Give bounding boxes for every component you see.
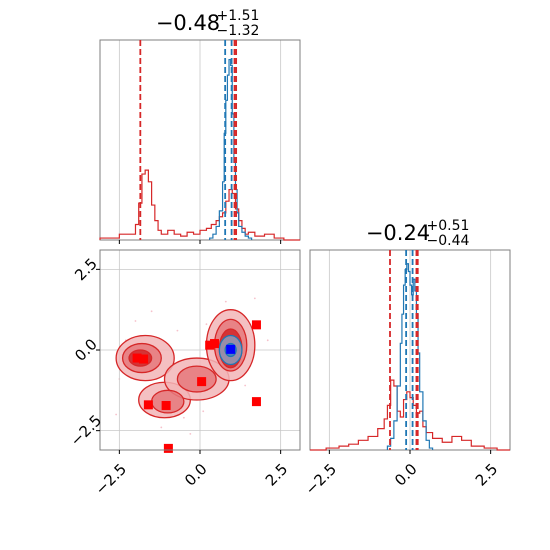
contour-red-mid-6: [176, 365, 217, 393]
panel-title-upper-error: +0.51: [427, 218, 470, 234]
panel-title-value: −0.48: [156, 11, 220, 35]
sample-marker-7: [251, 320, 261, 330]
x-tick-label-1: 0.0: [181, 460, 211, 490]
density-dot-7: [253, 297, 256, 300]
y-tick-label-1: 0.0: [71, 335, 101, 365]
sample-marker-0: [132, 353, 142, 363]
density-dot-15: [202, 410, 205, 413]
x-tick-label-1: 0.0: [391, 460, 421, 490]
sample-marker-5: [205, 340, 215, 350]
sample-marker-3: [161, 400, 171, 410]
x-tick-label-2: 2.5: [262, 460, 292, 490]
panel-title-value: −0.24: [366, 221, 430, 245]
panel-title-lower-error: −0.44: [427, 233, 470, 249]
panel-title-lower-error: −1.32: [217, 23, 260, 39]
x-tick-label-0: −2.5: [92, 460, 130, 498]
density-dot-9: [176, 329, 179, 332]
density-dot-11: [189, 432, 192, 435]
hist-series-blue: [386, 263, 434, 450]
x-tick-label-2: 2.5: [472, 460, 502, 490]
sample-marker-9: [163, 443, 173, 453]
sample-marker-8: [251, 397, 261, 407]
density-dot-3: [160, 426, 163, 429]
marginal-histogram-right: −2.5 0.0 2.5 −0.24+0.51−0.44: [302, 218, 511, 499]
density-dot-12: [224, 300, 227, 303]
sample-marker-2: [143, 400, 153, 410]
sample-marker-6: [210, 339, 220, 349]
density-dot-5: [205, 323, 208, 326]
marginal-histogram-top: −0.48+1.51−1.32: [99, 8, 301, 244]
sample-marker-4: [197, 377, 207, 387]
joint-scatter-panel: −2.5 0.0 2.5−2.50.02.5: [67, 249, 301, 499]
density-dot-8: [244, 384, 247, 387]
density-dot-13: [266, 339, 269, 342]
hist-series-blue: [209, 58, 253, 240]
panel-title-upper-error: +1.51: [217, 8, 260, 24]
y-tick-label-2: 2.5: [71, 255, 101, 285]
density-dot-10: [115, 413, 118, 416]
true-value-marker: [226, 344, 236, 354]
density-dot-2: [134, 320, 137, 322]
sample-marker-1: [139, 354, 149, 364]
density-dot-14: [150, 310, 153, 313]
density-dot-4: [182, 416, 185, 419]
x-tick-label-0: −2.5: [302, 460, 340, 498]
